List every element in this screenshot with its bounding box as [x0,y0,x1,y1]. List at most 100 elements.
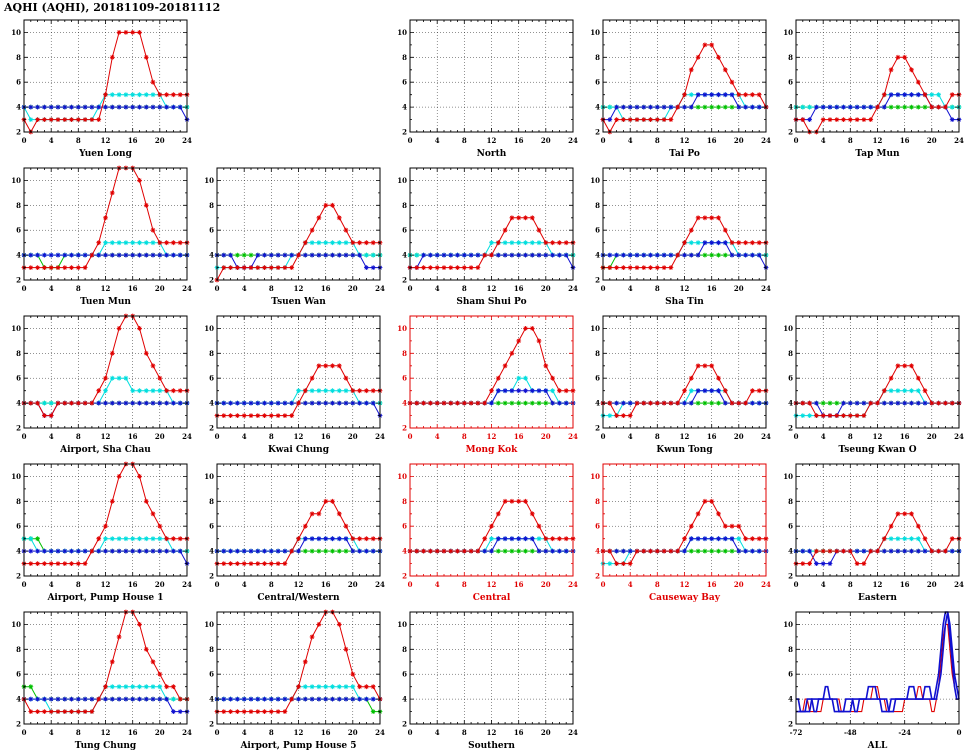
x-tick-label: 24 [761,432,771,441]
x-tick-label: 4 [49,432,54,441]
x-tick-label: 24 [568,284,578,293]
chart-tai-po: 0 4 8 12 16 20 24 2 4 6 8 10 Tai Po [579,14,772,162]
x-tick-label: 16 [321,580,331,589]
x-tick-label: 16 [900,580,910,589]
y-tick-label: 10 [11,472,21,481]
x-tick-label: 12 [487,284,497,293]
x-tick-label: 0 [22,580,27,589]
x-tick-label: 12 [294,284,304,293]
x-tick-label: 16 [900,432,910,441]
y-tick-label: 2 [788,720,793,729]
x-tick-label: 24 [568,136,578,145]
x-tick-label: 20 [541,728,551,737]
y-tick-label: 4 [595,399,600,408]
x-tick-label: 0 [794,136,799,145]
x-tick-label: 4 [242,580,247,589]
y-tick-label: 10 [204,620,214,629]
y-tick-label: 10 [783,472,793,481]
y-tick-label: 4 [595,547,600,556]
x-tick-label: 24 [375,728,385,737]
x-tick-label: 4 [435,728,440,737]
x-tick-label: 8 [848,432,853,441]
station-label: Mong Kok [466,445,519,455]
station-label: Kwai Chung [268,445,330,455]
x-tick-label: 20 [541,284,551,293]
station-label: Airport, Pump House 1 [46,593,163,603]
y-tick-label: 4 [595,103,600,112]
x-tick-label: 16 [321,728,331,737]
y-tick-label: 2 [209,572,214,581]
y-tick-label: 4 [788,547,793,556]
chart-causeway-bay: 0 4 8 12 16 20 24 2 4 6 8 10 Causeway Bay [579,458,772,606]
x-tick-label: 20 [348,432,358,441]
y-tick-label: 4 [788,399,793,408]
chart-sham-shui-po: 0 4 8 12 16 20 24 2 4 6 8 10 Sham Shui Po [386,162,579,310]
y-tick-label: 8 [595,349,600,358]
chart-kwun-tong: 0 4 8 12 16 20 24 2 4 6 8 10 Kwun Tong [579,310,772,458]
y-tick-label: 8 [16,53,21,62]
x-tick-label: 24 [375,284,385,293]
x-tick-label: 24 [568,432,578,441]
y-tick-label: 6 [16,374,21,383]
y-tick-label: 2 [209,720,214,729]
y-tick-label: 6 [402,78,407,87]
y-tick-label: 4 [402,103,407,112]
y-tick-label: 4 [788,695,793,704]
y-tick-label: 6 [402,226,407,235]
y-tick-label: 10 [397,620,407,629]
x-tick-label: 24 [568,580,578,589]
y-tick-label: 4 [788,103,793,112]
x-tick-label: 16 [514,728,524,737]
y-tick-label: 4 [402,547,407,556]
chart-airport-pump-house-5: 0 4 8 12 16 20 24 2 4 6 8 10 Airport, Pump House 5 [193,606,386,754]
x-tick-label: 16 [321,432,331,441]
x-tick-label: 16 [128,136,138,145]
y-tick-label: 4 [16,547,21,556]
x-tick-label: 8 [462,728,467,737]
y-tick-label: 6 [788,670,793,679]
y-tick-label: 6 [595,78,600,87]
y-tick-label: 8 [402,53,407,62]
x-tick-label: 24 [375,580,385,589]
x-tick-label: 0 [408,432,413,441]
y-tick-label: 6 [402,522,407,531]
y-tick-label: 4 [16,251,21,260]
chart-tuen-mun: 0 4 8 12 16 20 24 2 4 6 8 10 Tuen Mun [0,162,193,310]
y-tick-label: 8 [595,201,600,210]
x-tick-label: 4 [435,432,440,441]
x-tick-label: -72 [790,728,803,737]
x-tick-label: 8 [655,580,660,589]
y-tick-label: 6 [595,226,600,235]
x-tick-label: 4 [821,136,826,145]
chart-airport-sha-chau: 0 4 8 12 16 20 24 2 4 6 8 10 Airport, Sha Chau [0,310,193,458]
x-tick-label: 16 [707,432,717,441]
y-tick-label: 10 [204,472,214,481]
x-tick-label: 16 [128,728,138,737]
y-tick-label: 2 [209,276,214,285]
x-tick-label: 20 [155,728,165,737]
x-tick-label: 24 [375,432,385,441]
x-tick-label: 20 [927,136,937,145]
x-tick-label: 24 [182,580,192,589]
x-tick-label: 4 [242,728,247,737]
y-tick-label: 8 [209,645,214,654]
y-tick-label: 10 [11,176,21,185]
x-tick-label: 12 [294,728,304,737]
chart-airport-pump-house-1: 0 4 8 12 16 20 24 2 4 6 8 10 Airport, Pump House 1 [0,458,193,606]
x-tick-label: 24 [954,432,964,441]
y-tick-label: 6 [402,670,407,679]
x-tick-label: 12 [487,728,497,737]
x-tick-label: 16 [514,580,524,589]
station-label: Sha Tin [665,297,704,307]
y-tick-label: 2 [16,720,21,729]
x-tick-label: 12 [101,136,111,145]
y-tick-label: 6 [209,374,214,383]
station-label: Sham Shui Po [456,297,526,307]
station-label: Tap Mun [855,149,900,159]
x-tick-label: 12 [101,580,111,589]
x-tick-label: 8 [655,136,660,145]
x-tick-label: 12 [294,432,304,441]
x-tick-label: 16 [128,580,138,589]
chart-yuen-long: 0 4 8 12 16 20 24 2 4 6 8 10 Yuen Long [0,14,193,162]
chart-tap-mun: 0 4 8 12 16 20 24 2 4 6 8 10 Tap Mun [772,14,965,162]
